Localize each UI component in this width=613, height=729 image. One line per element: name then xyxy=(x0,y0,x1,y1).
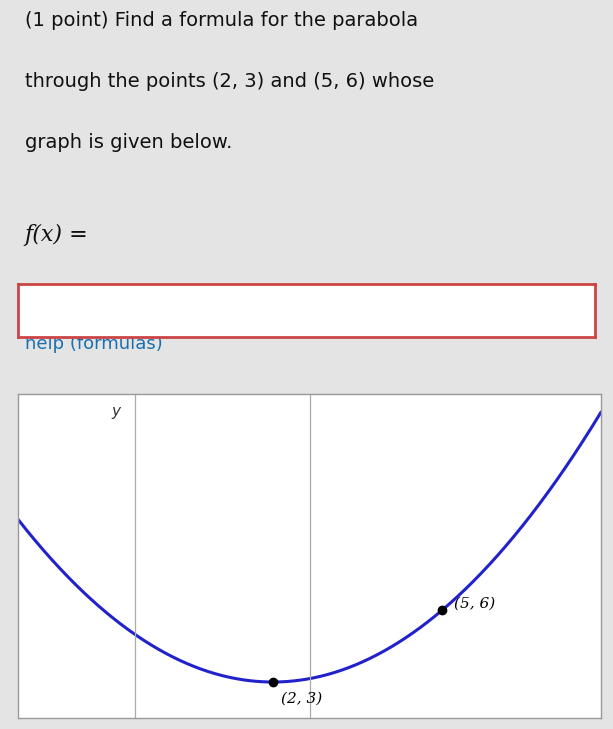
Text: y: y xyxy=(112,405,121,419)
Text: graph is given below.: graph is given below. xyxy=(25,133,232,152)
Text: (5, 6): (5, 6) xyxy=(454,596,495,610)
Text: (2, 3): (2, 3) xyxy=(281,691,322,706)
Text: through the points (2, 3) and (5, 6) whose: through the points (2, 3) and (5, 6) who… xyxy=(25,72,434,91)
Text: help (formulas): help (formulas) xyxy=(25,335,162,353)
Text: f(x) =: f(x) = xyxy=(25,224,88,246)
Text: (1 point) Find a formula for the parabola: (1 point) Find a formula for the parabol… xyxy=(25,12,417,31)
